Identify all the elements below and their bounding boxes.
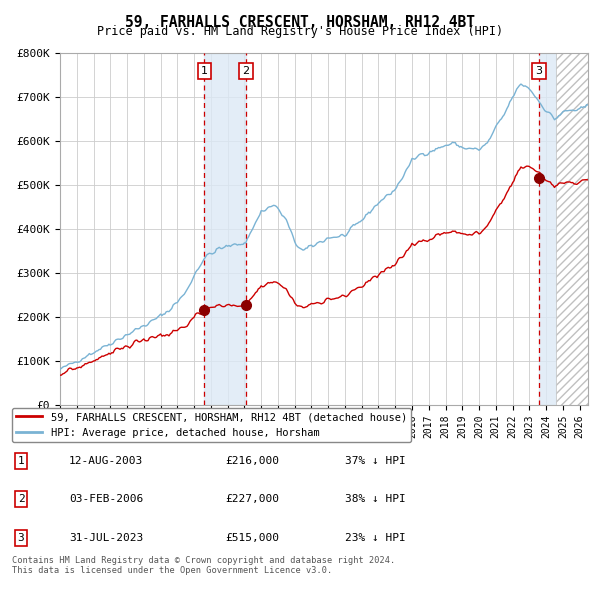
Text: 03-FEB-2006: 03-FEB-2006 <box>69 494 143 504</box>
Text: Price paid vs. HM Land Registry's House Price Index (HPI): Price paid vs. HM Land Registry's House … <box>97 25 503 38</box>
Legend: 59, FARHALLS CRESCENT, HORSHAM, RH12 4BT (detached house), HPI: Average price, d: 59, FARHALLS CRESCENT, HORSHAM, RH12 4BT… <box>12 408 411 442</box>
Bar <box>539 53 556 405</box>
Text: 23% ↓ HPI: 23% ↓ HPI <box>345 533 406 543</box>
Text: 2: 2 <box>17 494 25 504</box>
Text: 1: 1 <box>17 456 25 466</box>
Text: £227,000: £227,000 <box>225 494 279 504</box>
Text: £515,000: £515,000 <box>225 533 279 543</box>
Text: 59, FARHALLS CRESCENT, HORSHAM, RH12 4BT: 59, FARHALLS CRESCENT, HORSHAM, RH12 4BT <box>125 15 475 30</box>
Text: 1: 1 <box>201 65 208 76</box>
Text: Contains HM Land Registry data © Crown copyright and database right 2024.
This d: Contains HM Land Registry data © Crown c… <box>12 556 395 575</box>
Text: 3: 3 <box>17 533 25 543</box>
Text: £216,000: £216,000 <box>225 456 279 466</box>
Text: 38% ↓ HPI: 38% ↓ HPI <box>345 494 406 504</box>
Text: 12-AUG-2003: 12-AUG-2003 <box>69 456 143 466</box>
Text: 2: 2 <box>242 65 250 76</box>
Text: 3: 3 <box>536 65 542 76</box>
Text: 37% ↓ HPI: 37% ↓ HPI <box>345 456 406 466</box>
Bar <box>205 53 246 405</box>
Text: 31-JUL-2023: 31-JUL-2023 <box>69 533 143 543</box>
